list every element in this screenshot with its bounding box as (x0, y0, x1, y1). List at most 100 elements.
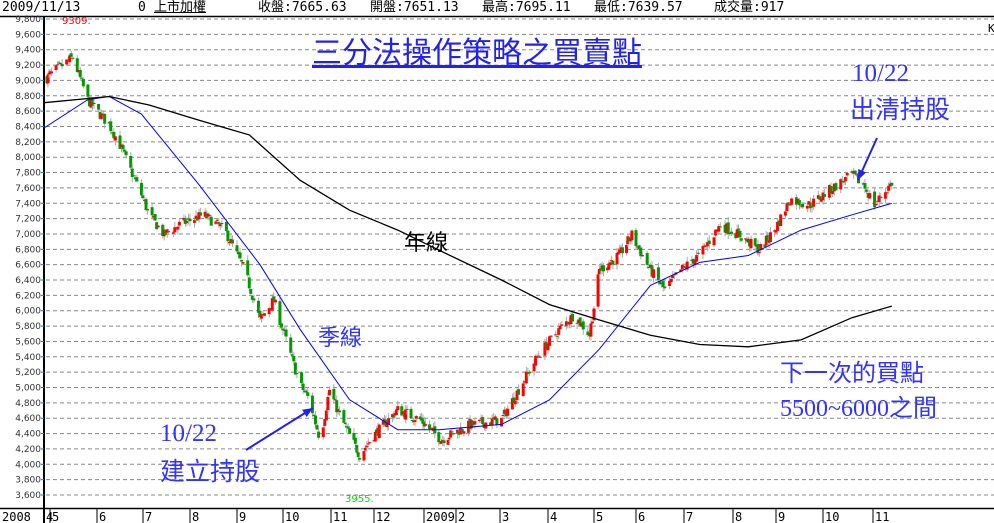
candle-up (608, 262, 612, 266)
candle-down (794, 197, 798, 205)
x-tick-label: 2009 (426, 510, 455, 523)
candle-up (263, 313, 267, 316)
candle-down (840, 180, 844, 183)
candle-down (107, 121, 111, 124)
candle-down (246, 260, 250, 276)
candle-down (188, 218, 192, 222)
candle-up (362, 451, 366, 461)
buy-text: 建立持股 (160, 459, 261, 486)
candle-down (352, 433, 356, 440)
y-tick-label: 7,400 (15, 199, 41, 209)
y-tick-label: 6,200 (15, 291, 41, 301)
y-tick-label: 9,200 (15, 61, 41, 71)
candle-up (549, 335, 553, 337)
candle-up (493, 416, 497, 420)
candle-up (776, 221, 780, 231)
candle-down (637, 245, 641, 250)
candle-up (580, 323, 584, 327)
candle-down (66, 59, 70, 61)
y-tick-label: 5,800 (15, 322, 41, 332)
x-tick-label: 11 (333, 510, 347, 523)
candle-up (165, 229, 169, 233)
candle-up (679, 269, 683, 272)
candle-up (269, 308, 273, 311)
candle-down (718, 226, 722, 228)
candle-up (414, 416, 418, 419)
candle-up (703, 245, 707, 248)
candle-down (124, 151, 128, 156)
candle-down (544, 341, 548, 350)
candle-down (332, 388, 336, 400)
candle-up (712, 237, 716, 246)
candle-up (616, 251, 620, 255)
candle-up (790, 198, 794, 205)
candle-down (842, 180, 846, 183)
chart-title: 三分法操作策略之買賣點 (312, 37, 642, 70)
candle-down (290, 354, 294, 356)
y-tick-label: 8,000 (15, 153, 41, 163)
quote-header: 2009/11/13 0 上市加權 收盤:7665.63 開盤:7651.13 … (0, 0, 994, 16)
candle-down (314, 415, 318, 425)
x-tick-label: 7 (145, 510, 152, 523)
candle-down (726, 222, 730, 234)
candle-up (218, 224, 222, 227)
candle-down (118, 135, 122, 149)
candle-up (208, 215, 212, 217)
candle-down (90, 97, 94, 106)
candle-up (668, 280, 672, 287)
candle-up (424, 424, 428, 426)
candle-down (317, 431, 321, 438)
candle-down (384, 419, 388, 427)
index-name[interactable]: 上市加權 (154, 0, 207, 15)
candle-down (75, 58, 79, 72)
candle-up (143, 200, 147, 202)
candle-up (326, 396, 330, 411)
candle-up (717, 226, 721, 232)
candle-up (241, 262, 245, 264)
candle-up (597, 269, 601, 275)
candle-up (660, 282, 664, 284)
candle-up (470, 420, 474, 429)
next-buy-label: 下一次的買點 (780, 361, 924, 387)
candle-up (56, 64, 60, 66)
candle-up (783, 211, 787, 216)
y-tick-label: 8,400 (15, 122, 41, 132)
candle-down (167, 231, 171, 233)
y-tick-label: 4,800 (15, 399, 41, 409)
candle-up (152, 215, 156, 218)
candle-down (135, 177, 139, 182)
candle-up (577, 319, 581, 324)
x-tick-label: 6 (638, 510, 645, 523)
candle-down (634, 230, 638, 247)
candle-up (68, 55, 72, 63)
candle-down (723, 224, 727, 233)
candle-up (404, 409, 408, 420)
y-tick-label: 5,600 (15, 337, 41, 347)
candle-down (481, 417, 485, 425)
candle-up (868, 193, 872, 199)
y-tick-label: 9,000 (15, 76, 41, 86)
candle-down (205, 213, 209, 219)
candle-up (363, 447, 367, 451)
candle-up (92, 102, 96, 105)
candle-down (823, 194, 827, 197)
candle-down (310, 395, 314, 414)
candle-up (473, 421, 477, 425)
candle-up (839, 179, 843, 190)
candle-down (645, 253, 649, 265)
buy-date: 10/22 (160, 420, 217, 447)
x-tick-label: 8 (735, 510, 742, 523)
candle-down (383, 419, 387, 421)
candle-down (150, 207, 154, 216)
candle-up (120, 144, 124, 148)
candle-up (567, 322, 571, 325)
candle-down (110, 132, 114, 134)
x-tick-label: 9 (778, 510, 785, 523)
candle-up (788, 204, 792, 206)
candle-up (680, 264, 684, 270)
candle-down (348, 428, 352, 434)
candle-up (652, 269, 656, 278)
candle-down (250, 295, 254, 300)
candle-up (523, 381, 527, 383)
candle-down (691, 258, 695, 264)
